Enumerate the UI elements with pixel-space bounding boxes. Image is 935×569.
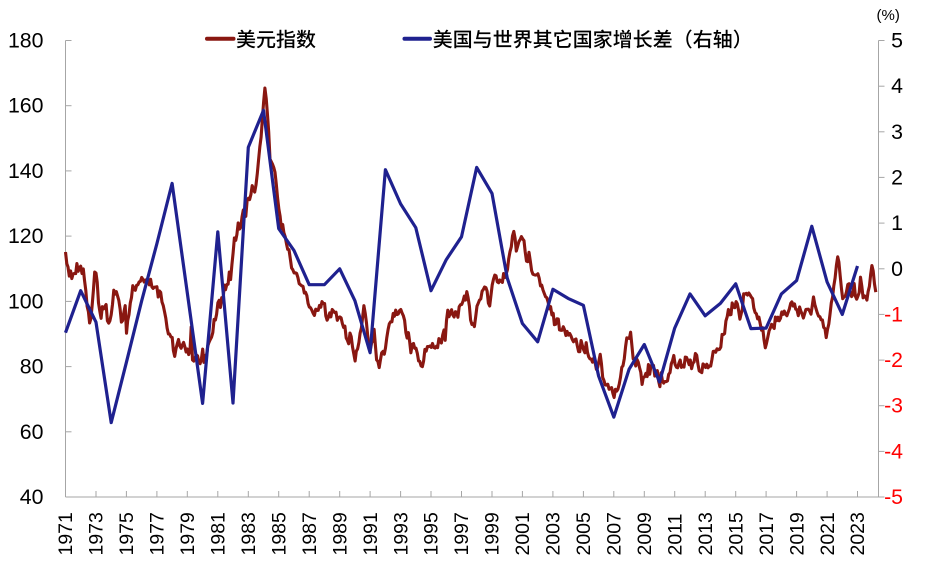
svg-text:1987: 1987 xyxy=(299,512,321,555)
svg-text:1973: 1973 xyxy=(86,512,108,555)
svg-text:2001: 2001 xyxy=(512,512,534,555)
svg-text:1993: 1993 xyxy=(390,512,412,555)
svg-text:2005: 2005 xyxy=(573,512,595,556)
svg-text:0: 0 xyxy=(891,257,903,281)
svg-text:60: 60 xyxy=(20,420,44,444)
svg-text:2011: 2011 xyxy=(664,514,686,556)
svg-text:2023: 2023 xyxy=(847,512,869,555)
svg-text:2003: 2003 xyxy=(543,512,565,555)
svg-text:1981: 1981 xyxy=(208,512,230,555)
svg-text:-4: -4 xyxy=(884,439,903,463)
svg-text:2013: 2013 xyxy=(695,512,717,555)
svg-text:1991: 1991 xyxy=(360,512,382,555)
svg-text:1999: 1999 xyxy=(482,512,504,555)
svg-text:2019: 2019 xyxy=(786,512,808,555)
svg-text:1995: 1995 xyxy=(421,512,443,556)
svg-text:40: 40 xyxy=(20,485,44,509)
svg-text:100: 100 xyxy=(8,289,44,313)
svg-text:2: 2 xyxy=(891,165,903,189)
svg-text:-5: -5 xyxy=(884,485,903,509)
svg-text:5: 5 xyxy=(891,29,903,53)
svg-text:1997: 1997 xyxy=(451,512,473,555)
svg-text:4: 4 xyxy=(891,74,903,98)
svg-text:1971: 1971 xyxy=(55,512,77,555)
svg-text:2009: 2009 xyxy=(634,512,656,555)
svg-text:1: 1 xyxy=(891,211,903,235)
svg-text:(%): (%) xyxy=(877,7,900,24)
svg-text:-3: -3 xyxy=(884,394,903,418)
svg-text:2017: 2017 xyxy=(756,512,778,555)
svg-text:1975: 1975 xyxy=(116,512,138,556)
svg-text:-1: -1 xyxy=(884,302,903,326)
svg-text:1977: 1977 xyxy=(147,512,169,555)
svg-text:80: 80 xyxy=(20,355,44,379)
svg-text:180: 180 xyxy=(8,29,44,53)
svg-text:2015: 2015 xyxy=(725,512,747,556)
svg-text:1983: 1983 xyxy=(238,512,260,555)
svg-text:160: 160 xyxy=(8,94,44,118)
svg-text:2021: 2021 xyxy=(817,512,839,555)
svg-text:1979: 1979 xyxy=(177,512,199,555)
svg-text:3: 3 xyxy=(891,120,903,144)
svg-text:-2: -2 xyxy=(884,348,903,372)
svg-text:120: 120 xyxy=(8,224,44,248)
svg-text:2007: 2007 xyxy=(604,512,626,555)
svg-text:1989: 1989 xyxy=(329,512,351,555)
svg-text:1985: 1985 xyxy=(268,512,290,556)
svg-text:140: 140 xyxy=(8,159,44,183)
